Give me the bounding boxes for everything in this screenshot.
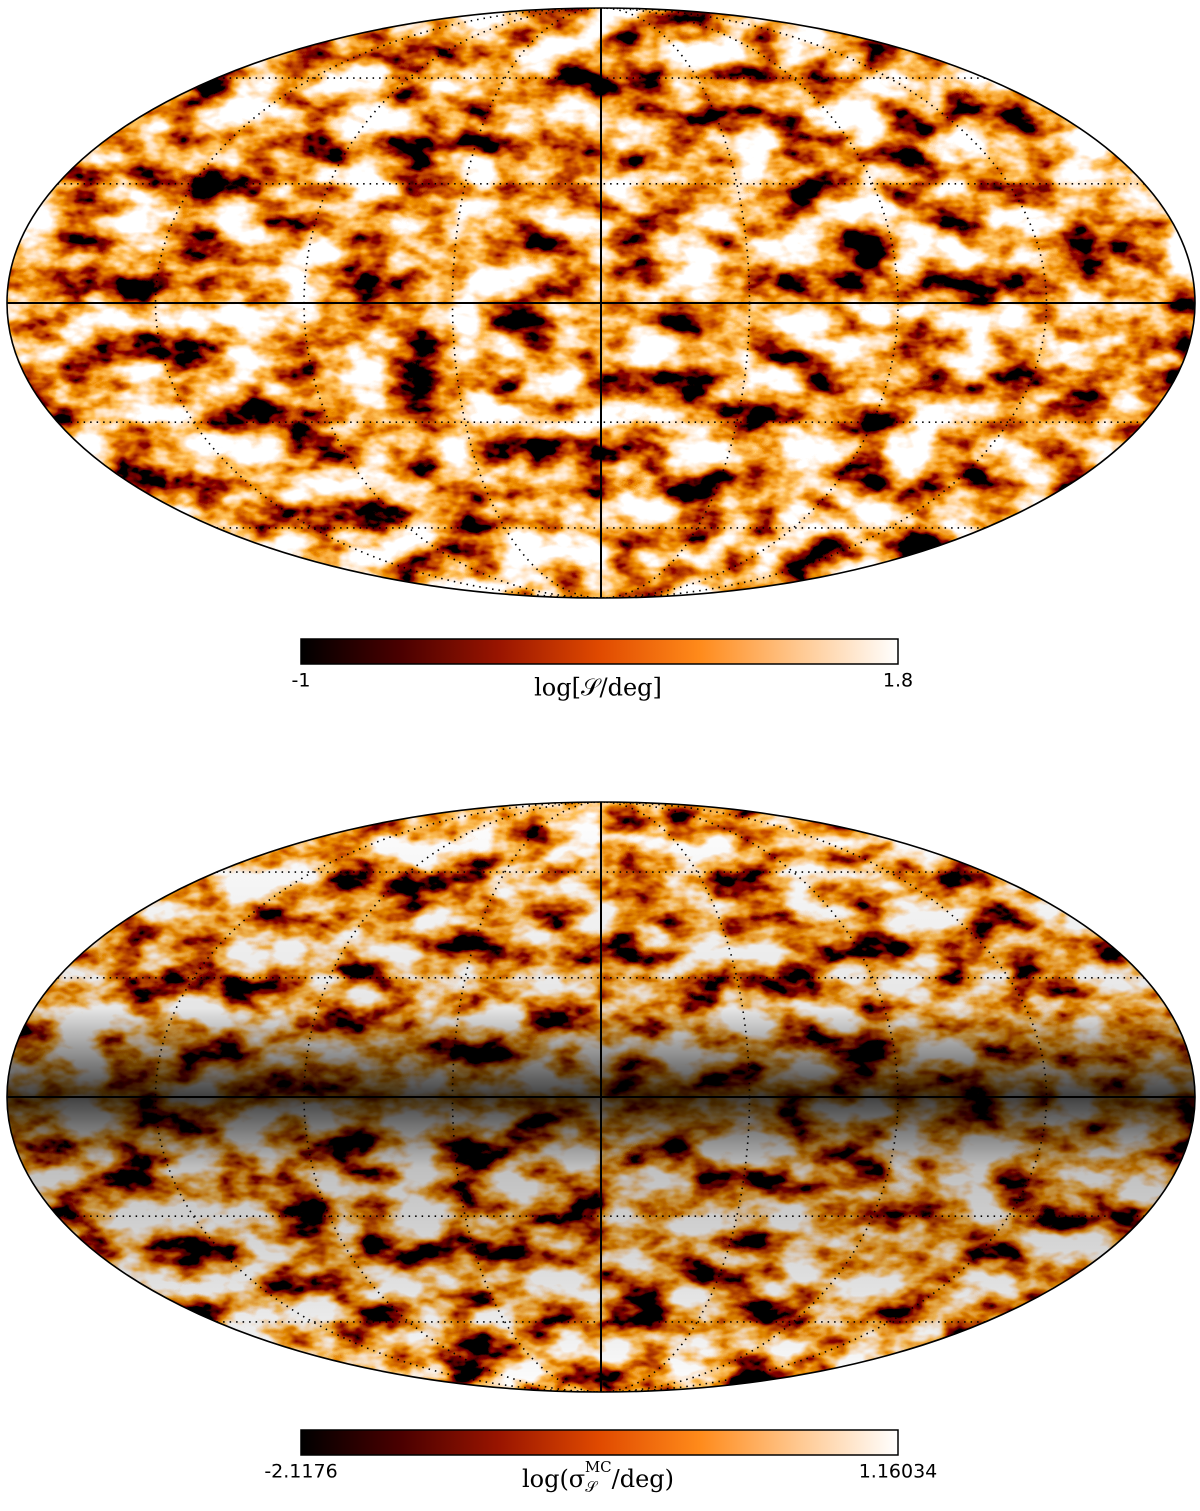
label-sup: MC [585, 1458, 612, 1476]
colorbar [300, 638, 899, 665]
map-outline [6, 801, 1196, 1393]
colorbar-label: log[𝒮/deg] [534, 674, 662, 702]
colorbar [300, 1429, 899, 1456]
colorbar-tick-label: -1 [292, 670, 311, 692]
map-outline [6, 7, 1196, 599]
colorbar-tick-label: 1.16034 [859, 1461, 938, 1483]
label-base: log(σ [522, 1465, 585, 1493]
colorbar-tick-label: 1.8 [883, 670, 913, 692]
colorbar-tick-label: -2.1176 [264, 1461, 337, 1483]
label-sub: 𝒮 [585, 1478, 598, 1496]
label-rest: /deg) [612, 1465, 674, 1493]
colorbar-label: log(σ𝒮 MC/deg) [522, 1458, 674, 1496]
